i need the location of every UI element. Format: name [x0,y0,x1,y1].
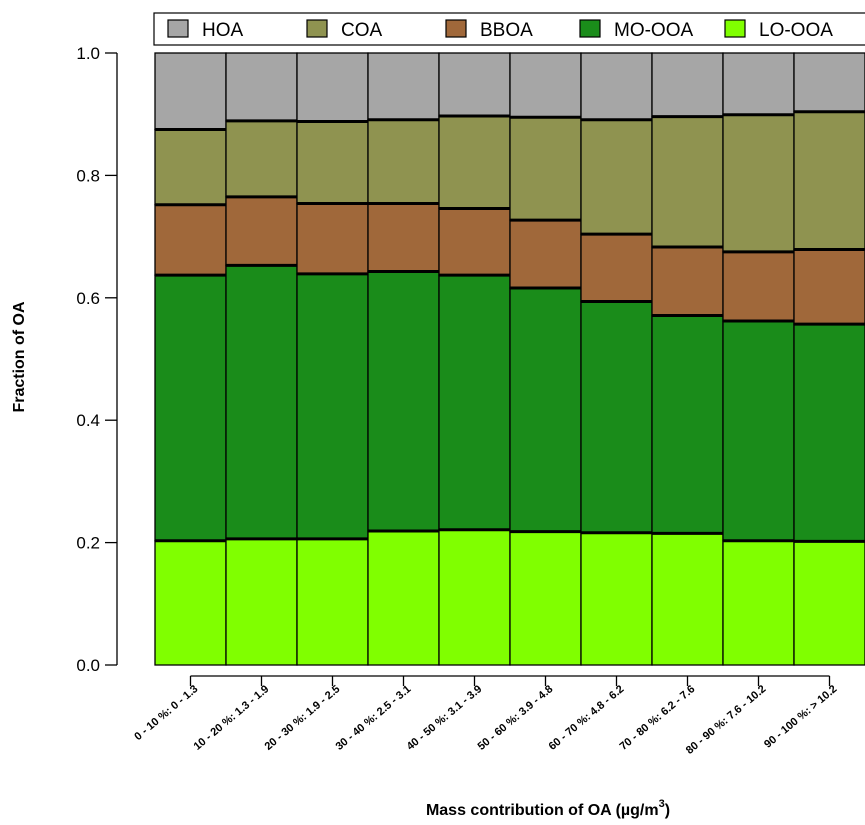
bar-hoa-9 [722,52,795,116]
x-tick-label: 50 - 60 %: 3.9 - 4.8 [476,683,556,753]
bar-group-5 [438,52,511,666]
bar-hoa-1 [154,52,227,131]
x-tick-label: 70 - 80 %: 6.2 - 7.6 [618,683,698,753]
bar-group-3 [296,52,369,666]
x-tick-label: 90 - 100 %: > 10.2 [762,683,839,751]
bar-coa-6 [509,116,582,221]
x-tick-label: 20 - 30 %: 1.9 - 2.5 [263,683,343,753]
bar-coa-3 [296,120,369,205]
bar-lo-ooa-4 [367,530,440,666]
bar-hoa-4 [367,52,440,121]
legend-swatch-coa [306,19,328,38]
legend-swatch-mo-ooa [579,19,601,38]
bar-bboa-9 [722,251,795,322]
bar-group-1 [154,52,227,666]
x-axis-title-main: Mass contribution of OA (µg/m [426,802,659,819]
bar-group-4 [367,52,440,666]
x-tick-label: 30 - 40 %: 2.5 - 3.1 [334,683,414,753]
bar-coa-1 [154,128,227,206]
bar-mo-ooa-5 [438,274,511,531]
y-tick-label: 0.4 [76,411,100,430]
bar-lo-ooa-8 [651,532,724,666]
y-tick-label: 1.0 [76,44,100,63]
bar-mo-ooa-1 [154,274,227,542]
bar-lo-ooa-6 [509,530,582,666]
x-tick-label: 40 - 50 %: 3.1 - 3.9 [405,683,485,753]
bar-lo-ooa-1 [154,540,227,666]
bar-bboa-10 [793,248,865,325]
bar-mo-ooa-8 [651,314,724,535]
bar-mo-ooa-3 [296,273,369,540]
legend-label-hoa: HOA [202,20,244,41]
bar-coa-2 [225,120,298,198]
bar-coa-5 [438,115,511,210]
y-tick-label: 0.8 [76,166,100,185]
bar-mo-ooa-10 [793,323,865,543]
bar-bboa-6 [509,219,582,289]
bar-lo-ooa-7 [580,532,653,666]
x-axis: 0 - 10 %: 0 - 1.310 - 20 %: 1.3 - 1.920 … [132,675,839,757]
bar-coa-7 [580,119,653,235]
legend-label-coa: COA [341,20,383,41]
bar-bboa-2 [225,196,298,267]
legend-label-bboa: BBOA [480,20,533,41]
bar-group-8 [651,52,724,666]
bar-group-10 [793,52,865,666]
bar-coa-8 [651,115,724,248]
bar-lo-ooa-9 [722,540,795,666]
bar-bboa-7 [580,233,653,303]
y-tick-label: 0.0 [76,656,100,675]
bar-bboa-8 [651,246,724,317]
bar-mo-ooa-9 [722,320,795,542]
bar-mo-ooa-4 [367,270,440,532]
bar-group-9 [722,52,795,666]
legend-swatch-hoa [167,19,189,38]
bar-bboa-5 [438,207,511,276]
bar-hoa-3 [296,52,369,123]
bar-lo-ooa-3 [296,538,369,666]
bar-lo-ooa-5 [438,529,511,666]
bar-group-6 [509,52,582,666]
bar-hoa-7 [580,52,653,121]
y-axis: 0.0 0.2 0.4 0.6 0.8 1.0 [76,44,118,675]
bar-hoa-10 [793,52,865,113]
bar-lo-ooa-10 [793,540,865,666]
x-tick-label: 60 - 70 %: 4.8 - 6.2 [547,683,627,753]
x-tick-label: 10 - 20 %: 1.3 - 1.9 [192,683,272,753]
legend-swatch-bboa [445,19,467,38]
x-tick-label: 80 - 90 %: 7.6 - 10.2 [684,683,769,757]
x-axis-title-superscript: 3 [659,798,665,810]
legend-box [153,12,865,46]
bars [154,52,865,666]
y-tick-label: 0.6 [76,289,100,308]
bar-mo-ooa-2 [225,264,298,540]
bar-bboa-1 [154,204,227,276]
x-axis-title-close: ) [665,802,670,819]
bar-coa-9 [722,114,795,253]
bar-group-2 [225,52,298,666]
bar-hoa-5 [438,52,511,117]
y-axis-title: Fraction of OA [11,301,28,413]
bar-coa-10 [793,111,865,251]
legend-label-mo-ooa: MO-OOA [614,20,693,41]
legend: HOA COA BBOA MO-OOA LO-OOA [153,12,865,46]
bar-group-7 [580,52,653,666]
legend-swatch-lo-ooa [724,19,746,38]
x-axis-title: Mass contribution of OA (µg/m3) [426,798,670,819]
legend-label-lo-ooa: LO-OOA [759,20,833,41]
bar-bboa-4 [367,202,440,273]
bar-hoa-6 [509,52,582,118]
bar-mo-ooa-7 [580,300,653,534]
bar-mo-ooa-6 [509,287,582,533]
bar-coa-4 [367,119,440,205]
bar-hoa-2 [225,52,298,122]
bar-bboa-3 [296,202,369,275]
x-tick-label: 0 - 10 %: 0 - 1.3 [132,683,200,743]
bar-hoa-8 [651,52,724,118]
bar-lo-ooa-2 [225,538,298,666]
y-tick-label: 0.2 [76,534,100,553]
